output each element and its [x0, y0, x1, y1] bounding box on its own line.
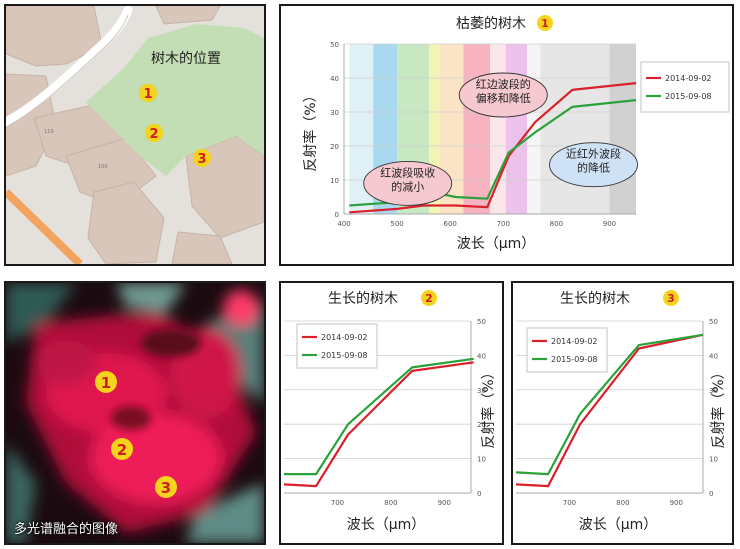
svg-text:1: 1: [143, 87, 152, 102]
main-road: [6, 189, 83, 264]
x-axis-label: 波长（μm）: [579, 517, 658, 533]
spectral-band: [609, 44, 636, 214]
x-tick-label: 700: [497, 220, 510, 228]
series-line: [515, 333, 704, 476]
annotation-text: 红波段吸收: [380, 165, 435, 179]
y-axis-label: 反射率（%）: [480, 365, 497, 448]
y-tick-label: 40: [709, 352, 718, 360]
y-tick-label: 30: [477, 387, 486, 395]
image-caption: 多光谱融合的图像: [14, 522, 119, 537]
road: [6, 6, 133, 127]
y-tick-label: 20: [709, 421, 718, 429]
annotation-text: 的降低: [577, 161, 610, 175]
tree-location-map: 树木的位置 110 100 1 2 3: [4, 4, 266, 266]
annotation-bubble: [363, 160, 453, 206]
series-line: [284, 357, 474, 476]
y-tick-label: 10: [477, 456, 486, 464]
building-number: 110: [44, 129, 54, 135]
image-marker-3: 3: [155, 476, 177, 498]
y-tick-label: 0: [477, 490, 481, 498]
y-tick-label: 40: [477, 352, 486, 360]
legend-label: 2014-09-02: [321, 333, 368, 342]
spectral-band: [428, 44, 440, 214]
svg-text:2: 2: [149, 127, 158, 142]
y-tick-label: 10: [709, 456, 718, 464]
chart-panel-growing-tree-3: 0 10 20 30 40 50 700 800 900 生长的树木 3 波长（μm） 反射率（%） 20…: [511, 281, 734, 545]
chart-title: 枯萎的树木: [456, 16, 526, 32]
svg-text:2: 2: [117, 441, 127, 459]
map-label: 树木的位置: [151, 51, 221, 67]
legend-box: [640, 61, 730, 113]
annotation-bubble: [458, 72, 548, 118]
legend-label: 2015-09-08: [665, 92, 712, 101]
y-tick-label: 20: [330, 143, 339, 151]
x-tick-label: 900: [670, 499, 683, 507]
x-tick-label: 700: [331, 499, 344, 507]
legend-box: [296, 323, 378, 369]
chart-panel-growing-tree-2: 0 10 20 30 40 50 700 800 900 生长的树木 2 波长（μm） 反射率（%） 20…: [279, 281, 504, 545]
series-line: [349, 82, 637, 214]
x-tick-label: 800: [616, 499, 629, 507]
y-tick-label: 30: [330, 109, 339, 117]
svg-text:1: 1: [101, 374, 111, 392]
annotation-text: 红边波段的: [476, 77, 531, 91]
annotation-bubble: [549, 142, 638, 188]
chart-title: 生长的树木: [560, 291, 630, 307]
building-number: 100: [98, 164, 108, 170]
title-badge-number: 3: [667, 292, 675, 305]
tree-marker-2: 2: [145, 124, 163, 142]
image-marker-2: 2: [111, 438, 133, 460]
legend-label: 2015-09-08: [321, 351, 368, 360]
x-axis-label: 波长（μm）: [457, 236, 536, 252]
legend-label: 2014-09-02: [551, 337, 598, 346]
spectral-band: [463, 44, 490, 214]
svg-text:3: 3: [197, 152, 206, 167]
x-tick-label: 900: [603, 220, 616, 228]
series-line: [283, 361, 474, 488]
y-tick-label: 30: [709, 387, 718, 395]
y-tick-label: 50: [709, 318, 718, 326]
x-tick-label: 900: [438, 499, 451, 507]
annotation-text: 偏移和降低: [476, 91, 531, 105]
y-tick-label: 50: [477, 318, 486, 326]
park-area: [86, 24, 264, 176]
y-axis-label: 反射率（%）: [302, 88, 319, 171]
y-tick-label: 40: [330, 75, 339, 83]
multispectral-fused-image: 1 2 3 多光谱融合的图像: [4, 281, 266, 545]
x-tick-label: 700: [563, 499, 576, 507]
y-tick-label: 0: [709, 490, 713, 498]
x-tick-label: 400: [337, 220, 350, 228]
y-tick-label: 20: [477, 421, 486, 429]
legend-label: 2015-09-08: [551, 355, 598, 364]
title-badge-circle: [421, 290, 437, 306]
x-tick-label: 500: [390, 220, 403, 228]
annotation-text: 的减小: [391, 179, 424, 193]
spectral-band: [349, 44, 374, 214]
x-axis-label: 波长（μm）: [347, 517, 426, 533]
tree-marker-3: 3: [193, 149, 211, 167]
annotation-text: 近红外波段: [566, 147, 621, 161]
title-badge-number: 2: [425, 292, 433, 305]
y-axis-label: 反射率（%）: [710, 365, 727, 448]
x-tick-label: 600: [443, 220, 456, 228]
title-badge-circle: [663, 290, 679, 306]
title-badge-number: 1: [541, 17, 549, 30]
x-tick-label: 800: [384, 499, 397, 507]
svg-text:3: 3: [161, 479, 171, 497]
tree-marker-1: 1: [139, 84, 157, 102]
y-tick-label: 0: [335, 211, 339, 219]
chart-title: 生长的树木: [328, 291, 398, 307]
image-marker-1: 1: [95, 371, 117, 393]
y-tick-label: 50: [330, 41, 339, 49]
x-tick-label: 800: [550, 220, 563, 228]
spectral-band: [540, 44, 610, 214]
y-tick-label: 10: [330, 177, 339, 185]
spectral-band: [505, 44, 528, 214]
legend-box: [526, 327, 608, 373]
legend-label: 2014-09-02: [665, 74, 712, 83]
chart-panel-dead-tree: 0 10 20 30 40 50 400 500 600 700 800 900 枯萎的树木 1 波长（μm…: [279, 4, 734, 266]
series-line: [515, 333, 704, 488]
title-badge-circle: [537, 15, 553, 31]
